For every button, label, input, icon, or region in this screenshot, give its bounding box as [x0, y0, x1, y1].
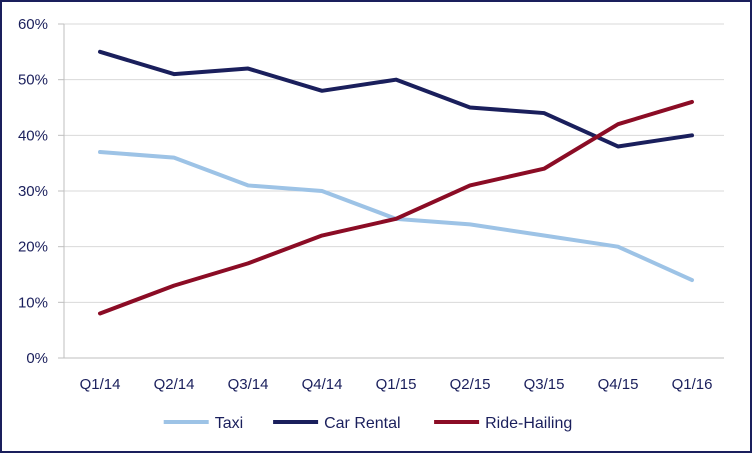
series-lines [98, 49, 694, 316]
x-tick-label: Q3/15 [524, 376, 565, 393]
x-tick-label: Q1/15 [376, 376, 417, 393]
x-tick-label: Q2/14 [154, 376, 195, 393]
gridlines [64, 23, 724, 303]
x-tick-label: Q1/14 [80, 376, 121, 393]
legend-label: Taxi [215, 415, 243, 432]
legend-label: Car Rental [324, 415, 400, 432]
series-line-taxi [98, 150, 694, 283]
y-tick-label: 30% [18, 183, 48, 200]
x-tick-label: Q1/16 [672, 376, 713, 393]
legend: Taxi Car Rental Ride-Hailing [163, 415, 572, 432]
y-tick-label: 0% [26, 350, 48, 367]
series-line-car-rental [98, 49, 694, 149]
x-tick-label: Q4/14 [302, 376, 343, 393]
y-tick-label: 40% [18, 127, 48, 144]
axes [58, 23, 724, 359]
y-tick-label: 50% [18, 72, 48, 89]
x-tick-label: Q4/15 [598, 376, 639, 393]
x-tick-label: Q3/14 [228, 376, 269, 393]
series-line-ride-hailing [98, 99, 694, 316]
x-axis-ticks: Q1/14 Q2/14 Q3/14 Q4/14 Q1/15 Q2/15 Q3/15 Q4/15… [80, 376, 713, 393]
y-tick-label: 10% [18, 294, 48, 311]
y-axis-ticks: 0% 10% 20% 30% 40% 50% 60% [18, 16, 48, 367]
y-tick-label: 20% [18, 239, 48, 256]
legend-label: Ride-Hailing [485, 415, 572, 432]
x-tick-label: Q2/15 [450, 376, 491, 393]
y-tick-label: 60% [18, 16, 48, 33]
